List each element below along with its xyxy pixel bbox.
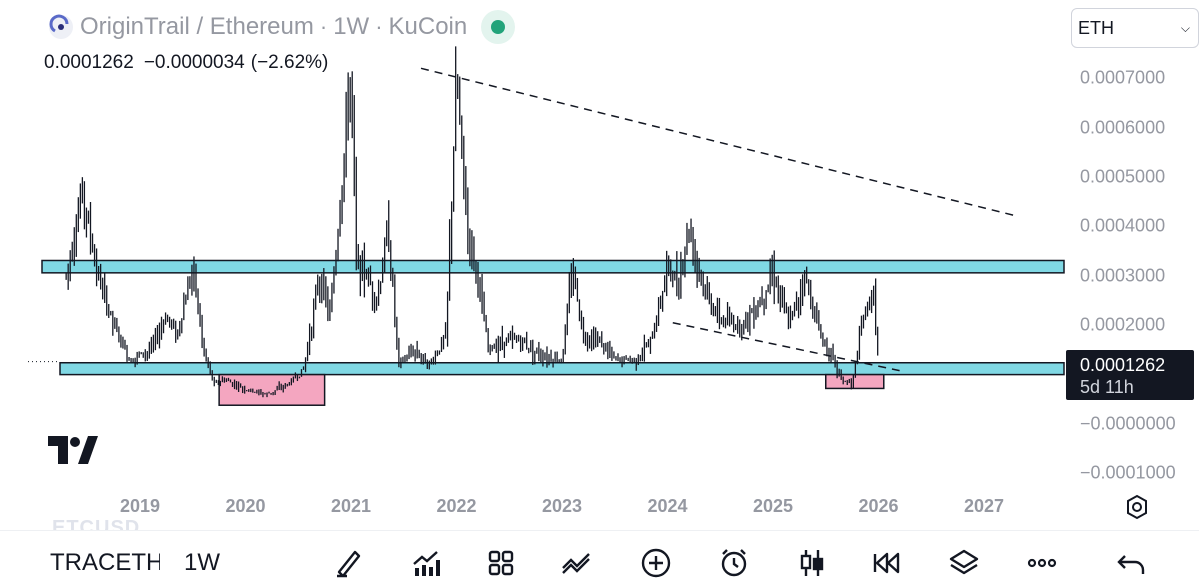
price-axis-label: 0.0004000	[1080, 215, 1166, 236]
ohlc-legend: 0.0001262 −0.0000034 (−2.62%)	[44, 52, 328, 74]
draw-button[interactable]	[328, 543, 368, 581]
exchange-name: KuCoin	[388, 13, 468, 40]
compare-icon	[562, 553, 590, 574]
bar-countdown: 5d 11h	[1080, 377, 1134, 397]
add-icon	[641, 548, 671, 578]
layers-button[interactable]	[944, 543, 984, 581]
price-change-percent: (−2.62%)	[250, 52, 329, 73]
time-axis-label: 2019	[119, 496, 161, 516]
alert-button[interactable]	[714, 543, 754, 581]
chart-header: OriginTrail / Ethereum · 1W · KuCoin	[48, 10, 516, 44]
market-status-badge[interactable]	[481, 10, 516, 44]
last-price-tag: 0.0001262 5d 11h	[1066, 350, 1194, 400]
time-axis-label: 2024	[647, 496, 688, 516]
header-interval[interactable]: 1W	[333, 13, 370, 40]
time-axis-label: 2021	[330, 496, 372, 516]
market-open-icon	[491, 20, 506, 34]
layout-grid-icon	[488, 550, 514, 576]
more-button[interactable]	[1022, 543, 1062, 581]
time-axis-label: 2027	[963, 496, 1005, 516]
candles-icon	[800, 550, 824, 576]
origintrail-logo-icon	[49, 14, 73, 39]
toolbar-symbol-button[interactable]: TRACETH	[50, 549, 160, 576]
settings-icon[interactable]	[1124, 494, 1150, 520]
support-line	[672, 321, 900, 372]
time-axis-label: 2023	[541, 496, 583, 516]
symbol-name[interactable]: OriginTrail / Ethereum	[80, 13, 314, 40]
lower-zone-box	[59, 361, 1065, 376]
draw-icon	[337, 550, 361, 578]
tradingview-logo-icon[interactable]	[48, 436, 98, 464]
price-axis-label: 0.0003000	[1080, 265, 1166, 286]
time-axis-label: 2022	[436, 496, 477, 516]
last-price-value: 0.0001262	[44, 52, 134, 73]
currency-selected-value: ETH	[1078, 17, 1114, 38]
undo-button[interactable]	[1112, 543, 1152, 581]
price-axis-label: −0.0000000	[1080, 413, 1176, 434]
layout-button[interactable]	[481, 543, 521, 581]
replay-button[interactable]	[866, 543, 906, 581]
time-axis-label: 2020	[225, 496, 266, 516]
header-separator: ·	[319, 14, 328, 39]
price-axis-label: 0.0007000	[1080, 67, 1166, 88]
toolbar-interval-button[interactable]: 1W	[184, 549, 220, 576]
candles-button[interactable]	[792, 543, 832, 581]
add-button[interactable]	[636, 543, 676, 581]
header-separator: ·	[375, 14, 383, 39]
price-axis-label: −0.0001000	[1080, 462, 1176, 483]
currency-select[interactable]: ETH ⌵	[1071, 8, 1199, 48]
chart-area[interactable]	[0, 0, 1199, 530]
price-axis-label: 0.0005000	[1080, 166, 1166, 187]
compare-button[interactable]	[556, 543, 596, 581]
time-axis-label: 2025	[752, 496, 794, 516]
last-price-tag-value: 0.0001262	[1080, 355, 1166, 375]
time-axis-label: 2026	[858, 496, 899, 516]
replay-icon	[873, 552, 900, 574]
price-axis-label: 0.0006000	[1080, 117, 1166, 138]
layers-icon	[949, 549, 979, 575]
chevron-down-icon: ⌵	[1180, 20, 1190, 35]
price-axis-label: 0.0002000	[1080, 314, 1166, 335]
downtrend-line	[420, 67, 1019, 218]
alert-clock-icon	[721, 549, 747, 577]
undo-icon	[1117, 555, 1145, 574]
chart-type-icon	[413, 551, 440, 576]
accumulation-box	[218, 373, 326, 406]
chart-type-button[interactable]	[406, 543, 446, 581]
upper-zone-box	[41, 259, 1065, 274]
bottom-toolbar: TRACETH 1W	[0, 530, 1199, 581]
more-icon	[1027, 558, 1057, 568]
price-change-value: −0.0000034	[143, 52, 245, 73]
price-chart[interactable]	[0, 0, 1199, 530]
